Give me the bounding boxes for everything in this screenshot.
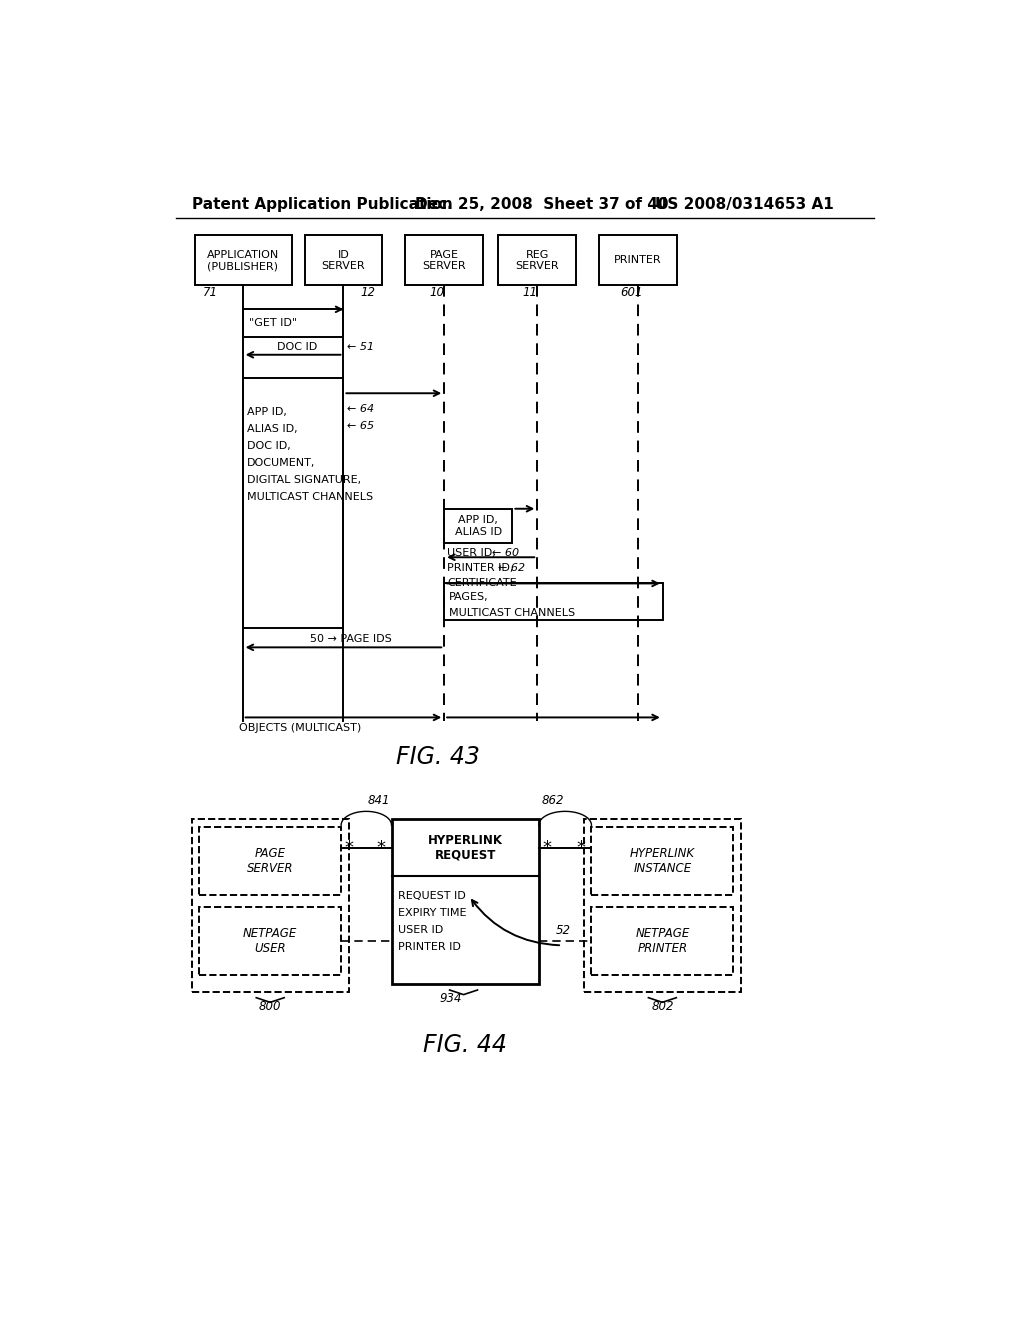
Text: 601: 601 [621, 286, 643, 300]
Text: HYPERLINK
INSTANCE: HYPERLINK INSTANCE [630, 846, 695, 875]
Text: DOC ID,: DOC ID, [248, 441, 291, 451]
Text: CERTIFICATE: CERTIFICATE [447, 578, 517, 589]
Bar [499, 235, 575, 285]
Bar [305, 235, 382, 285]
Bar [599, 235, 677, 285]
Bar [391, 818, 539, 983]
Text: PRINTER ID: PRINTER ID [397, 942, 461, 952]
Text: APPLICATION
(PUBLISHER): APPLICATION (PUBLISHER) [207, 249, 279, 271]
Text: PRINTER: PRINTER [614, 256, 662, 265]
Text: US 2008/0314653 A1: US 2008/0314653 A1 [655, 197, 834, 213]
Text: Dec. 25, 2008  Sheet 37 of 40: Dec. 25, 2008 Sheet 37 of 40 [415, 197, 669, 213]
Text: 50 → PAGE IDS: 50 → PAGE IDS [310, 634, 392, 644]
Text: 52: 52 [556, 924, 570, 937]
Text: 10: 10 [429, 286, 444, 300]
Text: DOC ID: DOC ID [276, 342, 317, 351]
Text: ← 60: ← 60 [493, 548, 519, 557]
Bar [243, 309, 343, 337]
Text: ← 62: ← 62 [499, 564, 525, 573]
Text: FIG. 43: FIG. 43 [396, 746, 480, 770]
Text: 12: 12 [360, 286, 376, 300]
Text: DOCUMENT,: DOCUMENT, [248, 458, 315, 469]
Text: 841: 841 [368, 793, 390, 807]
Text: *: * [577, 840, 585, 857]
Text: 862: 862 [542, 793, 564, 807]
Text: FIG. 44: FIG. 44 [423, 1034, 507, 1057]
Text: PAGES,: PAGES, [449, 593, 488, 602]
Text: *: * [344, 840, 353, 857]
Text: PAGE
SERVER: PAGE SERVER [247, 846, 294, 875]
Bar [406, 235, 483, 285]
Text: MULTICAST CHANNELS: MULTICAST CHANNELS [248, 492, 374, 502]
Text: *: * [376, 840, 385, 857]
Text: PAGE
SERVER: PAGE SERVER [422, 249, 466, 271]
Bar [592, 907, 733, 974]
Text: 800: 800 [259, 1001, 282, 1012]
Text: OBJECTS (MULTICAST): OBJECTS (MULTICAST) [239, 723, 361, 733]
Text: DIGITAL SIGNATURE,: DIGITAL SIGNATURE, [248, 475, 361, 486]
Text: 11: 11 [522, 286, 537, 300]
Bar [200, 907, 341, 974]
Text: 934: 934 [440, 993, 463, 1006]
Text: NETPAGE
PRINTER: NETPAGE PRINTER [635, 927, 689, 954]
Bar [243, 378, 343, 628]
Text: REQUEST ID: REQUEST ID [397, 891, 466, 902]
Text: NETPAGE
USER: NETPAGE USER [243, 927, 297, 954]
Text: ID
SERVER: ID SERVER [322, 249, 366, 271]
Text: REG
SERVER: REG SERVER [515, 249, 559, 271]
Text: USER ID: USER ID [397, 925, 443, 935]
Text: APP ID,: APP ID, [248, 408, 287, 417]
Text: EXPIRY TIME: EXPIRY TIME [397, 908, 466, 917]
Text: ALIAS ID,: ALIAS ID, [248, 425, 298, 434]
Text: "GET ID": "GET ID" [249, 318, 297, 329]
Bar [444, 583, 663, 620]
Text: ← 64: ← 64 [346, 404, 374, 414]
Bar [195, 235, 292, 285]
Text: HYPERLINK
REQUEST: HYPERLINK REQUEST [428, 833, 503, 862]
Text: APP ID,
ALIAS ID: APP ID, ALIAS ID [455, 515, 502, 537]
Text: PRINTER ID,: PRINTER ID, [447, 564, 514, 573]
Bar [444, 508, 512, 544]
Bar [191, 818, 349, 991]
Text: ← 51: ← 51 [346, 342, 374, 351]
Text: *: * [542, 840, 551, 857]
Bar [200, 826, 341, 895]
Text: 71: 71 [203, 286, 218, 300]
Text: 802: 802 [651, 1001, 674, 1012]
Text: MULTICAST CHANNELS: MULTICAST CHANNELS [449, 607, 574, 618]
Text: USER ID,: USER ID, [447, 548, 496, 557]
Text: Patent Application Publication: Patent Application Publication [191, 197, 453, 213]
Bar [592, 826, 733, 895]
Text: ← 65: ← 65 [346, 421, 374, 432]
Bar [584, 818, 741, 991]
